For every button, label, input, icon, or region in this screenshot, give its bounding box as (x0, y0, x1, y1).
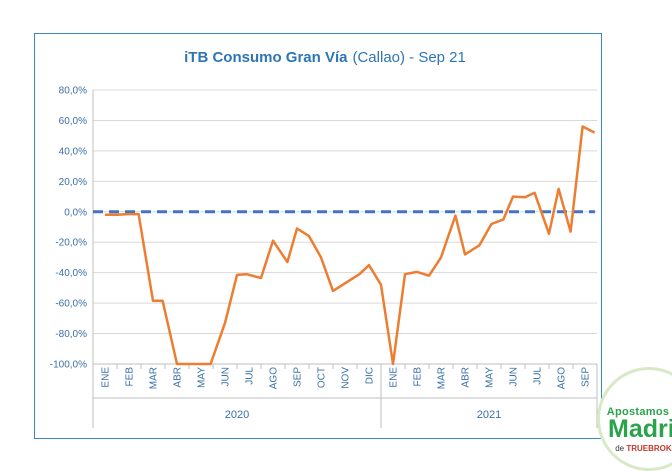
y-tick-label: -80,0% (55, 329, 87, 340)
x-tick-label: FEB (125, 367, 136, 387)
x-tick-label: DIC (365, 367, 376, 384)
y-tick-label: 60,0% (59, 116, 87, 127)
year-label: 2021 (477, 409, 501, 421)
x-tick-label: SEP (581, 367, 592, 387)
y-tick-label: -100,0% (50, 360, 87, 371)
x-tick-label: SEP (293, 367, 304, 387)
x-tick-label: NOV (341, 367, 352, 389)
x-tick-label: JUL (245, 367, 256, 385)
y-tick-label: -40,0% (55, 268, 87, 279)
x-tick-label: JUN (509, 367, 520, 386)
badge-line3: de TRUEBROKER (600, 444, 672, 453)
y-tick-label: -20,0% (55, 238, 87, 249)
x-tick-label: MAR (149, 367, 160, 389)
year-label: 2020 (225, 409, 249, 421)
y-tick-label: -60,0% (55, 299, 87, 310)
x-tick-label: MAY (485, 367, 496, 388)
series-line (105, 127, 595, 365)
x-tick-label: JUL (533, 367, 544, 385)
plot-area: 80,0% 60,0% 40,0% 20,0% 0,0% -20,0% -40,0% -60,… (50, 86, 597, 429)
y-tick-label: 20,0% (59, 177, 87, 188)
badge-line3-prefix: de (615, 444, 624, 453)
x-tick-label: ENE (101, 367, 112, 388)
x-tick-label: ABR (461, 367, 472, 388)
x-tick-label: JUN (221, 367, 232, 386)
x-tick-label: OCT (317, 367, 328, 388)
x-tick-label: MAR (437, 367, 448, 389)
chart-title: iTB Consumo Gran Vía(Callao) - Sep 21 (184, 49, 466, 66)
x-tick-label: ENE (389, 367, 400, 388)
chart-title-sub: (Callao) - Sep 21 (352, 49, 465, 66)
chart-frame: iTB Consumo Gran Vía(Callao) - Sep 21 80… (34, 33, 602, 439)
x-tick-label: ABR (173, 367, 184, 388)
y-tick-label: 80,0% (59, 86, 87, 97)
badge-brand-logo: TRUEBROKER (626, 444, 672, 453)
y-tick-label: 0,0% (64, 207, 87, 218)
x-tick-label: AGO (269, 367, 280, 389)
x-tick-label: AGO (557, 367, 568, 389)
x-tick-label: FEB (413, 367, 424, 387)
x-tick-label: MAY (197, 367, 208, 388)
y-tick-label: 40,0% (59, 146, 87, 157)
chart-title-main: iTB Consumo Gran Vía (184, 49, 348, 66)
line-chart: iTB Consumo Gran Vía(Callao) - Sep 21 80… (35, 34, 603, 440)
